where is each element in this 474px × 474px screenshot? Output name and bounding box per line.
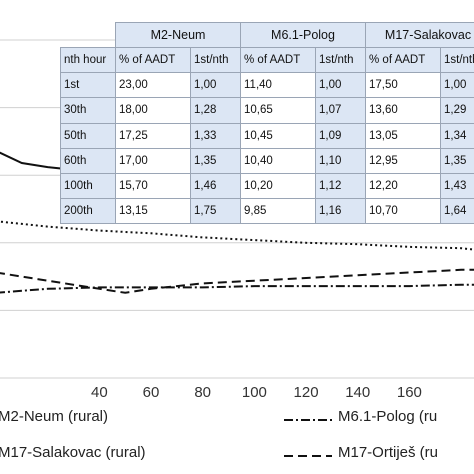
table-cell: 13,60 [365,97,441,124]
subheader-cell: % of AADT [365,47,441,74]
x-tick-label: 40 [91,384,108,401]
table-cell: 10,70 [365,197,441,225]
table-row: 30th 18,00 1,28 10,65 1,07 13,60 1,29 [60,97,474,124]
table-cell: 1,28 [190,97,241,124]
x-tick-label: 80 [194,384,211,401]
table-row: 1st 23,00 1,00 11,40 1,00 17,50 1,00 [60,72,474,99]
series-line [0,220,474,251]
table-cell: 12,95 [365,147,441,174]
group-header-m2: M2-Neum [115,21,241,49]
row-label-cell: 60th [60,147,116,174]
table-body: 1st 23,00 1,00 11,40 1,00 17,50 1,00 30th 18,00 1… [60,72,474,225]
table-cell: 1,33 [190,122,241,149]
table-row: 100th 15,70 1,46 10,20 1,12 12,20 1,43 [60,172,474,199]
table-row: 200th 13,15 1,75 9,85 1,16 10,70 1,64 [60,197,474,225]
table-cell: 1,07 [315,97,366,124]
table-cell: 10,45 [240,122,316,149]
table-cell: 12,20 [365,172,441,199]
table-cell: 10,40 [240,147,316,174]
table-cell: 1,43 [440,172,474,199]
subheader-cell: 1st/nth [315,47,366,74]
legend-label-m2: M2-Neum (rural) [0,408,109,425]
table-cell: 10,65 [240,97,316,124]
x-tick-label: 160 [397,384,422,401]
row-label-cell: 30th [60,97,116,124]
table-cell: 11,40 [240,72,316,99]
subheader-cell: 1st/nth [190,47,241,74]
table-cell: 1,00 [315,72,366,99]
table-cell: 1,46 [190,172,241,199]
table-cell: 18,00 [115,97,191,124]
series-line [0,268,474,294]
table-cell: 9,85 [240,197,316,225]
x-tick-label: 120 [294,384,319,401]
table-cell: 10,20 [240,172,316,199]
subheader-cell: % of AADT [240,47,316,74]
table-cell: 1,00 [190,72,241,99]
table-cell: 1,75 [190,197,241,225]
table-cell: 1,09 [315,122,366,149]
table-row: 60th 17,00 1,35 10,40 1,10 12,95 1,35 [60,147,474,174]
x-tick-labels: 40 60 80 100 120 140 160 [91,384,422,401]
legend-label-m17-ortijes: M17-Ortiješ (ru [338,444,439,461]
table-group-header-row: M2-Neum M6.1-Polog M17-Salakovac [61,21,474,49]
table-cell: 1,64 [440,197,474,225]
table-corner-label: nth hour [60,47,116,74]
x-tick-label: 140 [345,384,370,401]
table-cell: 17,50 [365,72,441,99]
row-label-cell: 100th [60,172,116,199]
legend-label-m17-salakovac: M17-Salakovac (rural) [0,444,146,461]
table-cell: 1,12 [315,172,366,199]
legend-label-m61: M6.1-Polog (ru [338,408,438,425]
table-cell: 1,29 [440,97,474,124]
table-subheader-row: nth hour % of AADT 1st/nth % of AADT 1st… [60,47,474,74]
table-cell: 23,00 [115,72,191,99]
table-cell: 1,35 [190,147,241,174]
group-header-m61: M6.1-Polog [240,21,366,49]
row-label-cell: 50th [60,122,116,149]
group-header-m17: M17-Salakovac [365,21,474,49]
table-empty-corner [61,23,116,48]
table-cell: 1,00 [440,72,474,99]
table-cell: 15,70 [115,172,191,199]
table-cell: 1,35 [440,147,474,174]
x-tick-label: 100 [242,384,267,401]
table-cell: 17,25 [115,122,191,149]
series-line [0,283,474,294]
table-cell: 1,34 [440,122,474,149]
row-label-cell: 200th [60,197,116,225]
percentile-table: M2-Neum M6.1-Polog M17-Salakovac nth hou… [60,21,474,225]
legend-swatches [284,419,332,457]
subheader-cell: 1st/nth [440,47,474,74]
table-row: 50th 17,25 1,33 10,45 1,09 13,05 1,34 [60,122,474,149]
table-cell: 1,16 [315,197,366,225]
table-cell: 13,15 [115,197,191,225]
x-tick-label: 60 [143,384,160,401]
table-cell: 17,00 [115,147,191,174]
row-label-cell: 1st [60,72,116,99]
subheader-cell: % of AADT [115,47,191,74]
table-cell: 1,10 [315,147,366,174]
table-cell: 13,05 [365,122,441,149]
